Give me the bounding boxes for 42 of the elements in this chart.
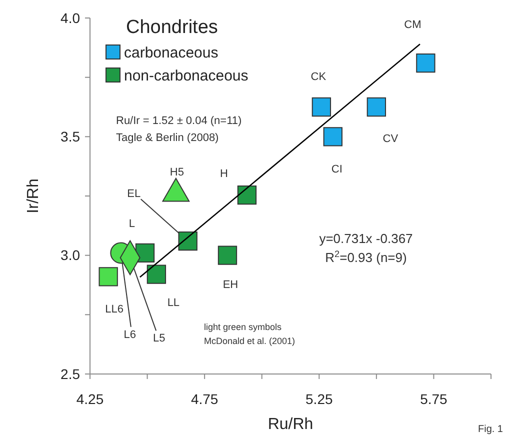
point xyxy=(218,246,238,265)
caption: Fig. 1 xyxy=(478,424,504,435)
y-axis-title: Ir/Rh xyxy=(25,178,42,214)
x-tick-label: 5.75 xyxy=(420,391,448,407)
x-tick-label: 5.25 xyxy=(306,391,333,407)
legend-label: carbonaceous xyxy=(124,44,218,62)
point xyxy=(98,267,118,286)
y-tick-label: 4.0 xyxy=(60,10,80,26)
annotation: L6 xyxy=(124,328,136,341)
point xyxy=(366,97,386,117)
annotation: CI xyxy=(331,164,342,176)
legend-label: non-carbonaceous xyxy=(124,67,248,84)
y-tick-label: 3.5 xyxy=(60,128,80,145)
annotation: y=0.731x -0.367 xyxy=(319,231,413,246)
point xyxy=(416,54,436,73)
annotation: L5 xyxy=(152,332,166,345)
y-tick-label: 3.0 xyxy=(60,247,80,264)
annotation: McDonald et al. (2001) xyxy=(204,336,296,346)
x-tick-label: 4.75 xyxy=(190,391,218,407)
annotation: Ru/Ir = 1.52 ± 0.04 (n=11) xyxy=(116,115,242,127)
annotation: EL xyxy=(127,188,141,200)
annotation: H5 xyxy=(170,166,184,178)
point xyxy=(178,232,198,251)
annotation: EH xyxy=(222,279,238,292)
point xyxy=(312,97,332,117)
annotation: LL xyxy=(167,297,180,310)
annotation: CV xyxy=(382,132,399,145)
x-tick-label: 4.25 xyxy=(76,391,104,407)
annotation: CM xyxy=(404,18,422,31)
annotation: L xyxy=(128,218,136,230)
point xyxy=(146,264,166,284)
annotation: LL6 xyxy=(105,304,124,316)
y-tick-label: 2.5 xyxy=(60,366,80,382)
annotation: CK xyxy=(310,70,327,83)
annotation: light green symbols xyxy=(204,322,282,332)
annotation: Tagle & Berlin (2008) xyxy=(116,132,219,144)
annotation: H xyxy=(220,168,228,180)
x-axis-title: Ru/Rh xyxy=(268,416,314,433)
point xyxy=(237,185,257,205)
point xyxy=(323,127,342,146)
annotation: R$^{2}$=0.93 (n=9) xyxy=(325,249,407,265)
chart-title: Chondrites xyxy=(126,17,218,38)
